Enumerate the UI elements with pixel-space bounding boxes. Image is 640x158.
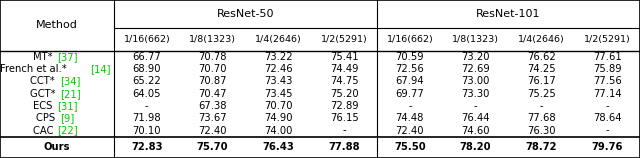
Text: 75.89: 75.89 [593,64,621,74]
Text: 77.61: 77.61 [593,52,621,62]
Text: 72.69: 72.69 [461,64,490,74]
Text: 70.10: 70.10 [132,125,161,136]
Text: -: - [605,125,609,136]
Text: 1/4(2646): 1/4(2646) [518,35,564,44]
Text: 70.70: 70.70 [264,101,292,111]
Text: Ours: Ours [44,142,70,152]
Text: GCT*: GCT* [30,89,59,99]
Text: French et al.* [14]: French et al.* [14] [12,64,102,74]
Text: 73.45: 73.45 [264,89,292,99]
Text: -: - [605,101,609,111]
Text: 1/8(1323): 1/8(1323) [452,35,499,44]
Text: CCT*: CCT* [30,76,58,86]
Text: 77.56: 77.56 [593,76,621,86]
Text: ECS: ECS [33,101,56,111]
Text: French et al.*: French et al.* [0,64,70,74]
Text: -: - [474,101,477,111]
Text: 74.90: 74.90 [264,113,292,123]
Text: 74.49: 74.49 [330,64,358,74]
Text: 72.89: 72.89 [330,101,358,111]
Text: 76.62: 76.62 [527,52,556,62]
Text: 74.48: 74.48 [396,113,424,123]
Text: CPS: CPS [36,113,58,123]
Text: CAC: CAC [33,125,56,136]
Text: 65.22: 65.22 [132,76,161,86]
Text: [22]: [22] [57,125,77,136]
Text: [14]: [14] [90,64,111,74]
Text: 74.00: 74.00 [264,125,292,136]
Text: 1/8(1323): 1/8(1323) [189,35,236,44]
Text: 73.00: 73.00 [461,76,490,86]
Text: 76.44: 76.44 [461,113,490,123]
Text: MT* [37]: MT* [37] [35,52,79,62]
Text: GCT* [21]: GCT* [21] [32,89,82,99]
Text: 74.25: 74.25 [527,64,556,74]
Text: ECS [31]: ECS [31] [35,101,79,111]
Text: CPS [9]: CPS [9] [38,113,76,123]
Text: 75.50: 75.50 [394,142,426,152]
Text: 1/16(662): 1/16(662) [124,35,170,44]
Text: 64.05: 64.05 [132,89,161,99]
Text: 74.75: 74.75 [330,76,358,86]
Text: 70.78: 70.78 [198,52,227,62]
Text: -: - [342,125,346,136]
Text: 1/4(2646): 1/4(2646) [255,35,301,44]
Text: 74.60: 74.60 [461,125,490,136]
Text: 72.83: 72.83 [131,142,163,152]
Text: 67.38: 67.38 [198,101,227,111]
Text: 76.43: 76.43 [262,142,294,152]
Text: 76.30: 76.30 [527,125,556,136]
Text: CAC [22]: CAC [22] [35,125,79,136]
Text: -: - [540,101,543,111]
Text: 77.14: 77.14 [593,89,621,99]
Text: ResNet-50: ResNet-50 [217,9,274,19]
Text: 1/2(5291): 1/2(5291) [321,35,367,44]
Text: 72.56: 72.56 [396,64,424,74]
Text: 76.17: 76.17 [527,76,556,86]
Text: 70.70: 70.70 [198,64,227,74]
Text: 1/2(5291): 1/2(5291) [584,35,630,44]
Text: 73.20: 73.20 [461,52,490,62]
Text: 76.15: 76.15 [330,113,358,123]
Text: 72.46: 72.46 [264,64,292,74]
Text: 77.68: 77.68 [527,113,556,123]
Text: 68.90: 68.90 [132,64,161,74]
Text: 1/16(662): 1/16(662) [387,35,433,44]
Text: 73.22: 73.22 [264,52,292,62]
Text: 66.77: 66.77 [132,52,161,62]
Text: [34]: [34] [60,76,81,86]
Text: 72.40: 72.40 [198,125,227,136]
Text: 75.70: 75.70 [197,142,228,152]
Text: -: - [145,101,148,111]
Text: [21]: [21] [60,89,81,99]
Text: CCT* [34]: CCT* [34] [33,76,81,86]
Text: 70.47: 70.47 [198,89,227,99]
Text: 75.20: 75.20 [330,89,358,99]
Text: ResNet-101: ResNet-101 [476,9,541,19]
Text: 78.64: 78.64 [593,113,621,123]
Text: 73.67: 73.67 [198,113,227,123]
Text: 71.98: 71.98 [132,113,161,123]
Text: MT*: MT* [33,52,56,62]
Text: [31]: [31] [57,101,77,111]
Text: 70.87: 70.87 [198,76,227,86]
Text: 73.43: 73.43 [264,76,292,86]
Text: Method: Method [36,20,78,30]
Text: -: - [408,101,412,111]
Text: 69.77: 69.77 [396,89,424,99]
Text: 78.20: 78.20 [460,142,492,152]
Text: 67.94: 67.94 [396,76,424,86]
Text: 79.76: 79.76 [591,142,623,152]
Text: 77.88: 77.88 [328,142,360,152]
Text: 75.41: 75.41 [330,52,358,62]
Text: 73.30: 73.30 [461,89,490,99]
Text: [9]: [9] [60,113,74,123]
Text: 75.25: 75.25 [527,89,556,99]
Text: 72.40: 72.40 [396,125,424,136]
Text: [37]: [37] [57,52,77,62]
Text: 70.59: 70.59 [396,52,424,62]
Text: 78.72: 78.72 [525,142,557,152]
